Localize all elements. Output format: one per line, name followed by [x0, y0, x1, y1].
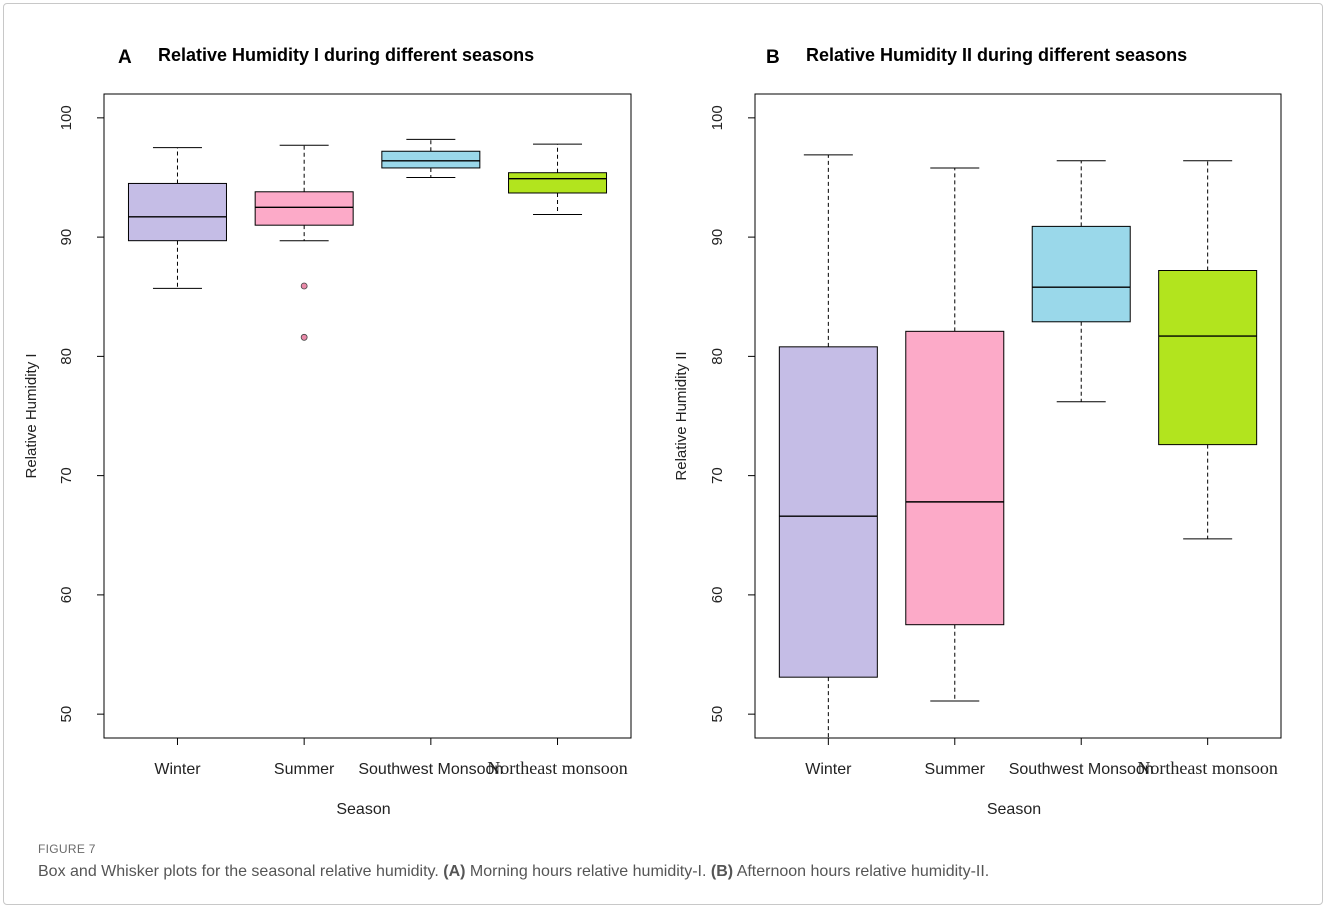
x-tick-label: Northeast monsoon [487, 758, 627, 778]
box-summer [905, 330, 1005, 626]
plot-frame [103, 93, 632, 739]
y-tick-label: 100 [709, 105, 726, 130]
y-tick-label: 90 [58, 229, 75, 246]
box-summer [254, 191, 354, 226]
box-winter [778, 346, 878, 678]
y-tick-label: 50 [709, 706, 726, 723]
x-tick-label: Southwest Monsoon [358, 761, 503, 778]
figure-caption: Box and Whisker plots for the seasonal r… [38, 863, 989, 881]
x-tick-label: Winter [154, 761, 201, 778]
plot-frame [754, 93, 1282, 739]
x-axis-label: Season [336, 801, 390, 818]
x-axis-label: Season [987, 801, 1041, 818]
panel-letter: A [118, 47, 132, 68]
x-tick-label: Northeast monsoon [1137, 758, 1277, 778]
y-tick-label: 50 [58, 706, 75, 723]
outlier-point [300, 333, 308, 341]
outlier-point [300, 282, 308, 290]
box-northeast-monsoon [508, 172, 608, 194]
box-northeast-monsoon [1158, 270, 1258, 446]
figure-label: FIGURE 7 [38, 842, 96, 856]
x-tick-label: Summer [925, 761, 986, 778]
caption-a-text: Morning hours relative humidity-I. [469, 863, 707, 880]
caption-lead: Box and Whisker plots for the seasonal r… [38, 863, 439, 880]
y-axis-label: Relative Humidity I [23, 353, 40, 478]
y-tick-label: 60 [58, 587, 75, 604]
x-tick-label: Southwest Monsoon [1009, 761, 1154, 778]
caption-a-tag: (A) [443, 863, 466, 880]
y-tick-label: 90 [709, 229, 726, 246]
y-tick-label: 80 [58, 348, 75, 365]
figure-frame [3, 3, 1323, 905]
y-tick-label: 80 [709, 348, 726, 365]
y-axis-label: Relative Humidity II [673, 351, 690, 480]
box-southwest-monsoon [1031, 225, 1131, 323]
x-tick-label: Winter [805, 761, 852, 778]
chart-title: Relative Humidity II during different se… [806, 45, 1187, 65]
y-tick-label: 70 [58, 467, 75, 484]
y-tick-label: 60 [709, 587, 726, 604]
caption-b-tag: (B) [710, 863, 734, 880]
panel-a: A Relative Humidity I during different se… [23, 45, 632, 818]
box-winter [127, 182, 227, 242]
panel-letter: B [766, 47, 780, 68]
box-southwest-monsoon [381, 150, 481, 169]
caption-b-text: Afternoon hours relative humidity-II. [736, 863, 990, 880]
panel-b: B Relative Humidity II during different s… [673, 45, 1282, 818]
y-tick-label: 100 [58, 105, 75, 130]
y-tick-label: 70 [709, 467, 726, 484]
chart-title: Relative Humidity I during different sea… [158, 45, 534, 65]
x-tick-label: Summer [274, 761, 335, 778]
